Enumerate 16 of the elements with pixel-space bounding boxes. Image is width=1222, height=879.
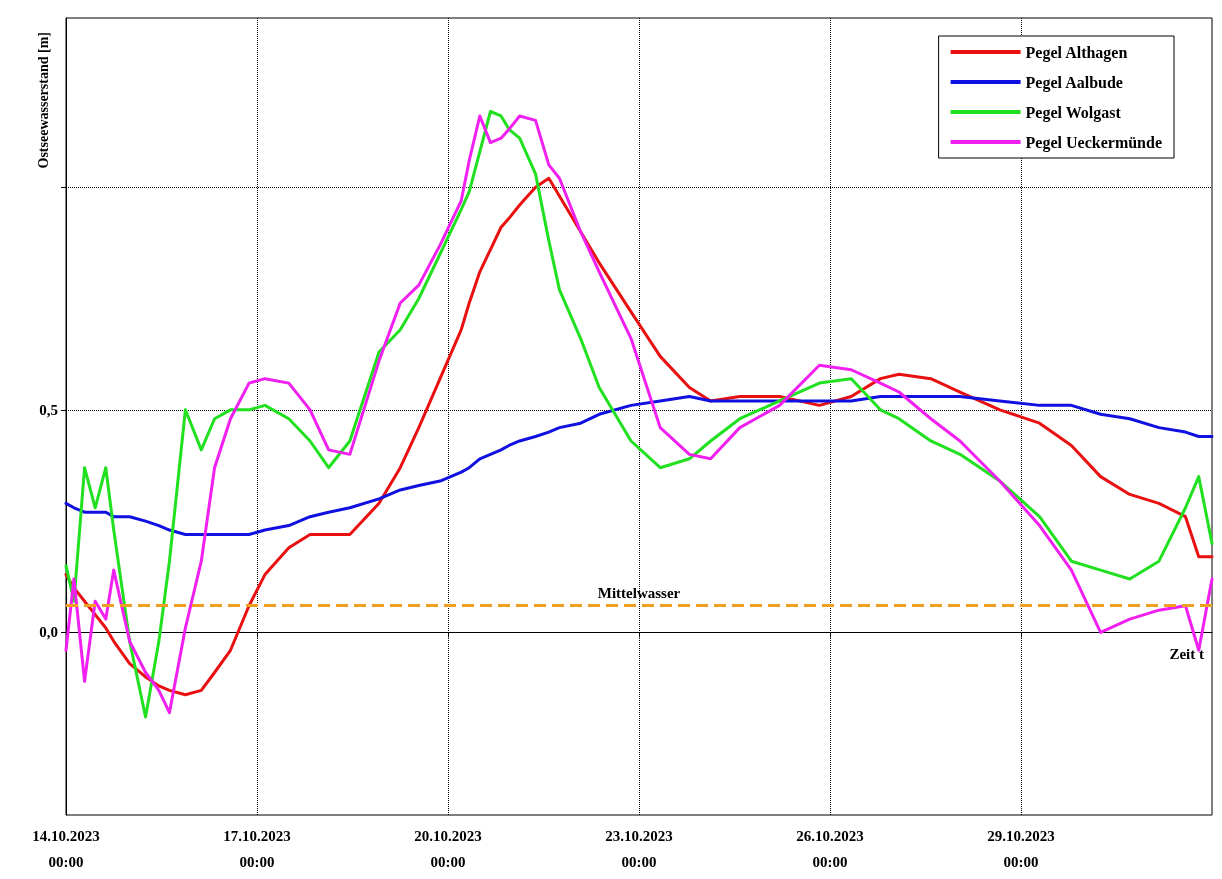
legend-label: Pegel Aalbude [1025, 73, 1123, 92]
x-tick-label: 17.10.2023 00:00 [223, 828, 291, 870]
y-tick-label: 0,0 [39, 624, 58, 641]
x-tick-label: 23.10.2023 00:00 [605, 828, 673, 870]
legend-label: Pegel Ueckermünde [1025, 133, 1162, 152]
legend-label: Pegel Althagen [1025, 43, 1128, 62]
y-tick-label: 0,5 [39, 401, 58, 418]
x-axis-title: Zeit t [1169, 645, 1204, 662]
x-tick-label: 29.10.2023 00:00 [987, 828, 1055, 870]
x-tick-label: 20.10.2023 00:00 [414, 828, 482, 870]
y-axis-title: Ostseewasserstand [m] [35, 32, 51, 169]
x-tick-label: 26.10.2023 00:00 [796, 828, 864, 870]
ref-line-label: Mittelwasser [597, 585, 681, 602]
x-tick-label: 14.10.2023 00:00 [32, 828, 100, 870]
line-series [64, 394, 1214, 536]
legend-label: Pegel Wolgast [1025, 103, 1122, 122]
